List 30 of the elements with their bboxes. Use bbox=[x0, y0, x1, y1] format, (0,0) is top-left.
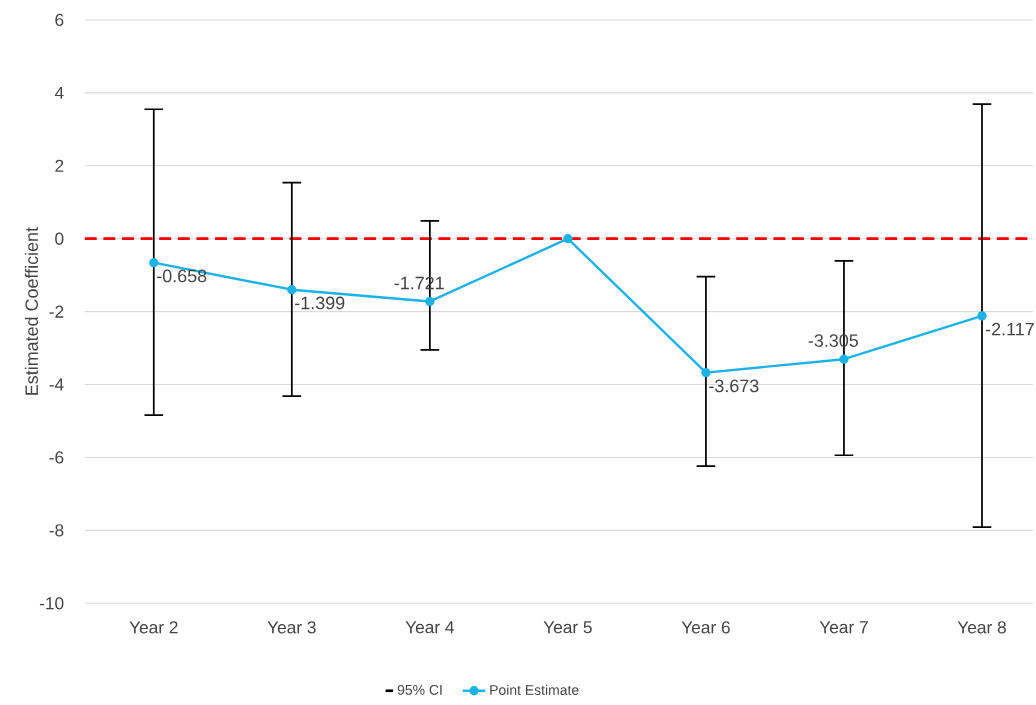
y-tick-label: 0 bbox=[55, 232, 64, 245]
y-tick-label: -2 bbox=[49, 305, 64, 318]
y-axis-title: Estimated Coefficient bbox=[24, 227, 39, 395]
point bbox=[839, 354, 849, 364]
x-tick-label: Year 6 bbox=[681, 621, 730, 634]
x-tick-label: Year 3 bbox=[267, 621, 316, 634]
point bbox=[977, 311, 987, 321]
x-tick-label: Year 4 bbox=[405, 621, 454, 634]
data-label: -3.673 bbox=[709, 379, 759, 393]
point bbox=[149, 258, 159, 268]
text: 95% CI bbox=[397, 684, 442, 695]
point bbox=[701, 367, 711, 378]
y-tick-label: -10 bbox=[39, 597, 64, 610]
x-tick-label: Year 8 bbox=[957, 621, 1006, 634]
point bbox=[425, 296, 435, 307]
point bbox=[563, 234, 573, 244]
y-tick-label: -4 bbox=[49, 378, 64, 391]
data-label: -0.658 bbox=[157, 269, 207, 283]
y-tick-label: 4 bbox=[54, 86, 64, 99]
x-tick-label: Year 5 bbox=[543, 621, 592, 634]
y-tick-label: 2 bbox=[55, 159, 64, 172]
x-tick-label: Year 2 bbox=[129, 621, 178, 634]
legend-label: Point Estimate bbox=[490, 684, 579, 695]
x-tick-label: Year 7 bbox=[819, 621, 868, 634]
y-tick-label: -6 bbox=[49, 451, 64, 464]
data-label: -2.117 bbox=[985, 322, 1034, 336]
data-label: -1.399 bbox=[295, 296, 345, 310]
y-tick-label: 6 bbox=[55, 13, 64, 27]
point bbox=[287, 285, 297, 295]
y-tick-label: -8 bbox=[49, 524, 64, 537]
